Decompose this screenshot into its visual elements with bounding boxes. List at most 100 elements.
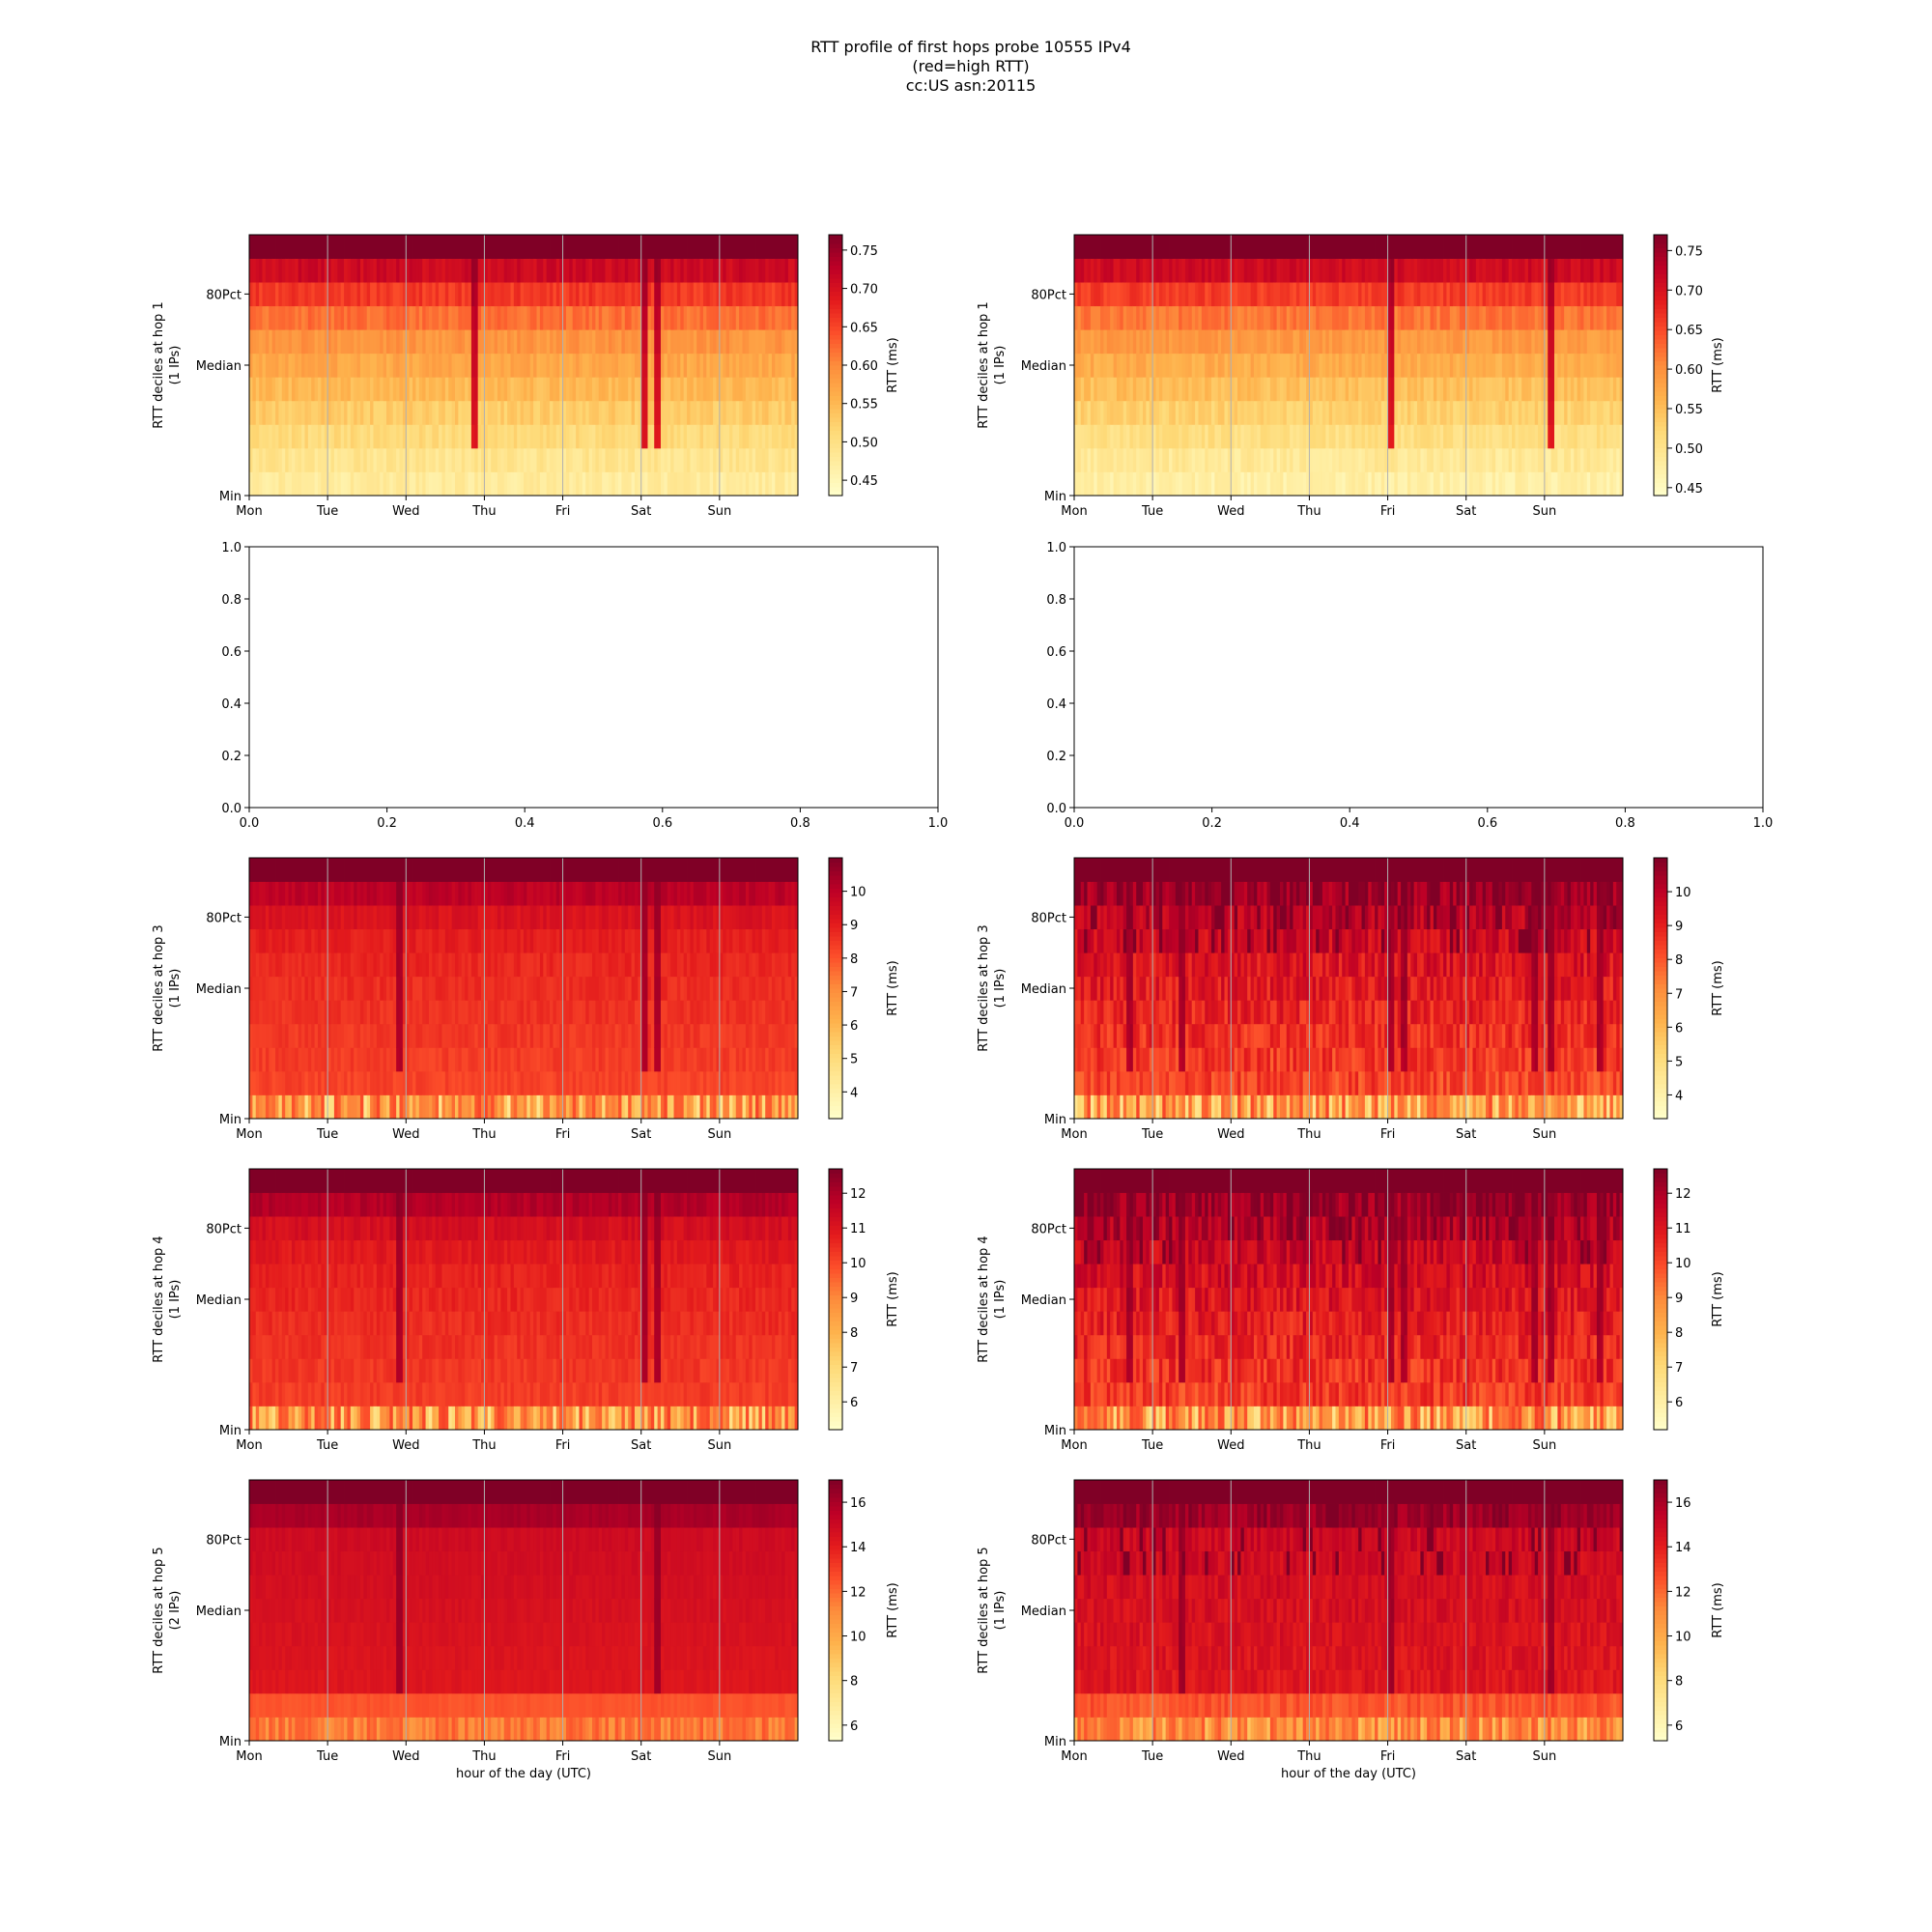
- heatmap-cell: [1580, 424, 1584, 449]
- heatmap-cell: [295, 353, 299, 378]
- heatmap-cell: [373, 1070, 378, 1095]
- heatmap-cell: [359, 377, 364, 402]
- heatmap-cell: [520, 1000, 525, 1025]
- heatmap-cell: [383, 905, 387, 930]
- heatmap-cell: [255, 1094, 260, 1120]
- heatmap-cell: [1443, 424, 1447, 449]
- x-tick-label: Wed: [1217, 504, 1244, 519]
- heatmap-cell: [337, 1094, 342, 1120]
- heatmap-cell: [370, 1094, 374, 1120]
- heatmap-cell: [321, 305, 326, 330]
- heatmap-cell: [598, 447, 603, 472]
- heatmap-cell: [1534, 258, 1539, 283]
- heatmap-cell: [344, 1094, 348, 1120]
- heatmap-cell: [661, 235, 665, 259]
- heatmap-cell: [1080, 305, 1085, 330]
- heatmap-cell: [439, 881, 442, 906]
- heatmap-cell: [1338, 400, 1343, 425]
- heatmap-cell: [553, 1023, 557, 1048]
- heatmap-cell: [252, 235, 257, 259]
- heatmap-cell: [494, 400, 498, 425]
- heatmap-cell: [418, 305, 423, 330]
- heatmap-cell: [611, 329, 616, 355]
- heatmap-cell: [1260, 282, 1264, 307]
- heatmap-cell: [579, 258, 583, 283]
- heatmap-cell: [1463, 447, 1467, 472]
- heatmap-cell: [363, 329, 368, 355]
- heatmap-cell: [451, 258, 456, 283]
- heatmap-cell: [425, 353, 430, 378]
- heatmap-cell: [356, 1094, 361, 1120]
- heatmap-cell: [1312, 471, 1317, 497]
- heatmap-cell: [529, 235, 534, 259]
- heatmap-cell: [510, 1070, 515, 1095]
- heatmap-cell: [1253, 353, 1258, 378]
- heatmap-cell: [1550, 400, 1555, 425]
- heatmap-cell: [497, 881, 501, 906]
- heatmap-cell: [301, 353, 305, 378]
- heatmap-cell: [1469, 258, 1473, 283]
- heatmap-cell: [1449, 471, 1454, 497]
- heatmap-cell: [787, 400, 792, 425]
- heatmap-cell: [370, 471, 374, 497]
- heatmap-cell: [359, 928, 364, 953]
- heatmap-cell: [1269, 305, 1274, 330]
- heatmap-cell: [344, 881, 348, 906]
- heatmap-cell: [1580, 258, 1584, 283]
- heatmap-cell: [1231, 305, 1236, 330]
- heatmap-cell: [383, 1023, 387, 1048]
- heatmap-cell: [1603, 282, 1607, 307]
- heatmap-cell: [295, 881, 299, 906]
- heatmap-cell: [428, 858, 433, 882]
- heatmap-cell: [307, 377, 312, 402]
- heatmap-cell: [356, 976, 361, 1001]
- heatmap-cell: [1527, 258, 1532, 283]
- heatmap-cell: [337, 258, 342, 283]
- heatmap-cell: [654, 258, 659, 283]
- heatmap-cell: [559, 258, 563, 283]
- heatmap-cell: [474, 447, 479, 472]
- heatmap-cell: [470, 905, 475, 930]
- heatmap-cell: [1293, 305, 1297, 330]
- heatmap-cell: [661, 329, 665, 355]
- heatmap-cell: [716, 235, 721, 259]
- heatmap-cell: [579, 377, 583, 402]
- heatmap-cell: [1276, 400, 1281, 425]
- heatmap-cell: [249, 424, 253, 449]
- heatmap-cell: [477, 258, 482, 283]
- heatmap-cell: [275, 377, 279, 402]
- heatmap-cell: [1616, 305, 1621, 330]
- heatmap-cell: [318, 905, 322, 930]
- heatmap-cell: [1184, 424, 1189, 449]
- heatmap-cell: [1188, 471, 1193, 497]
- heatmap-cell: [680, 400, 685, 425]
- heatmap-cell: [1126, 305, 1130, 330]
- heatmap-cell: [1214, 329, 1219, 355]
- heatmap-cell: [611, 471, 616, 497]
- heatmap-cell: [451, 1000, 456, 1025]
- heatmap-cell: [1580, 377, 1584, 402]
- heatmap-cell: [595, 400, 600, 425]
- heatmap-cell: [732, 377, 737, 402]
- heatmap-cell: [644, 329, 648, 355]
- heatmap-cell: [1205, 258, 1209, 283]
- heatmap-cell: [1521, 424, 1525, 449]
- heatmap-cell: [301, 1000, 305, 1025]
- heatmap-cell: [470, 1000, 475, 1025]
- heatmap-cell: [314, 235, 319, 259]
- heatmap-cell: [425, 424, 430, 449]
- heatmap-cell: [1417, 424, 1421, 449]
- heatmap-cell: [1172, 377, 1177, 402]
- colorbar-segment: [1654, 330, 1667, 335]
- heatmap-cell: [1184, 305, 1189, 330]
- heatmap-cell: [676, 305, 681, 330]
- heatmap-cell: [1554, 424, 1558, 449]
- heatmap-cell: [1077, 471, 1082, 497]
- heatmap-cell: [661, 258, 665, 283]
- heatmap-cell: [1495, 282, 1499, 307]
- heatmap-cell: [1371, 305, 1376, 330]
- heatmap-cell: [1132, 424, 1137, 449]
- heatmap-cell: [1243, 329, 1248, 355]
- heatmap-cell: [415, 1023, 420, 1048]
- heatmap-cell: [1208, 353, 1212, 378]
